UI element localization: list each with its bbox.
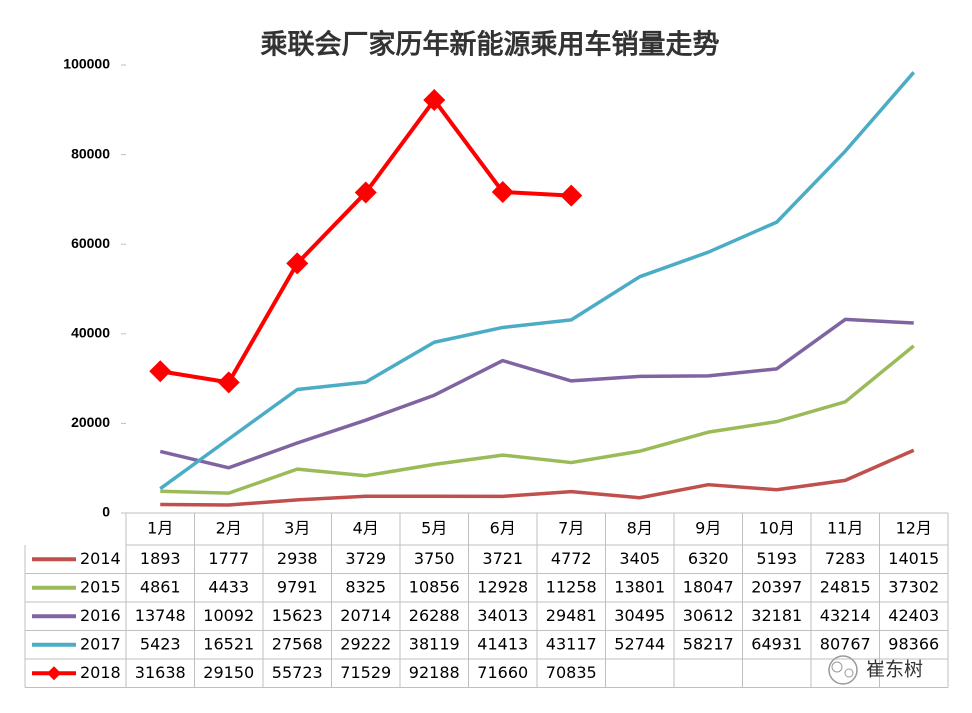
x-tick-label: 4月	[353, 519, 379, 538]
table-value: 5193	[756, 549, 797, 568]
x-tick-label: 8月	[627, 519, 653, 538]
series-line	[159, 97, 572, 385]
series-line	[160, 344, 915, 495]
table-value: 14015	[888, 549, 939, 568]
table-value: 58217	[683, 634, 734, 653]
series-line	[159, 71, 916, 491]
table-value: 9791	[277, 577, 318, 596]
table-value: 70835	[546, 663, 597, 682]
table-value: 52744	[614, 634, 665, 653]
marker	[149, 360, 172, 383]
table-value: 30495	[614, 606, 665, 625]
table-value: 3721	[482, 549, 523, 568]
x-tick-label: 6月	[490, 519, 516, 538]
table-value: 34013	[477, 606, 528, 625]
chart-title: 乘联会厂家历年新能源乘用车销量走势	[260, 29, 720, 61]
table-value: 20397	[751, 577, 802, 596]
x-tick-label: 1月	[147, 519, 173, 538]
x-tick-label: 2月	[216, 519, 242, 538]
table-value: 15623	[272, 606, 323, 625]
x-tick-label: 9月	[695, 519, 721, 538]
table-value: 4861	[140, 577, 181, 596]
table-value: 2938	[277, 549, 318, 568]
table-value: 10856	[409, 577, 460, 596]
table-value: 1893	[140, 549, 181, 568]
table-value: 43214	[820, 606, 871, 625]
marker	[217, 371, 240, 394]
table-value: 29150	[203, 663, 254, 682]
table-value: 18047	[683, 577, 734, 596]
marker	[423, 88, 446, 111]
legend-label: 2018	[80, 663, 121, 682]
y-tick-label: 100000	[63, 56, 110, 72]
x-tick-label: 5月	[421, 519, 447, 538]
table-value: 92188	[409, 663, 460, 682]
table-value: 29481	[546, 606, 597, 625]
legend-label: 2017	[80, 634, 121, 653]
table-value: 64931	[751, 634, 802, 653]
table-value: 4433	[208, 577, 249, 596]
x-tick-label: 10月	[759, 519, 795, 538]
table-value: 4772	[551, 549, 592, 568]
table-value: 55723	[272, 663, 323, 682]
table-value: 32181	[751, 606, 802, 625]
x-tick-label: 12月	[896, 519, 932, 538]
legend-label: 2014	[80, 549, 121, 568]
y-tick-label: 80000	[71, 145, 110, 161]
y-tick-label: 20000	[71, 414, 110, 430]
legend-label: 2016	[80, 606, 121, 625]
table-value: 12928	[477, 577, 528, 596]
marker	[491, 180, 514, 203]
series-line	[159, 317, 914, 470]
watermark-icon	[828, 655, 858, 685]
table-value: 38119	[409, 634, 460, 653]
table-value: 16521	[203, 634, 254, 653]
x-tick-label: 3月	[284, 519, 310, 538]
table-value: 1777	[208, 549, 249, 568]
table-value: 80767	[820, 634, 871, 653]
table-value: 10092	[203, 606, 254, 625]
table-value: 24815	[820, 577, 871, 596]
table-value: 8325	[345, 577, 386, 596]
table-value: 30612	[683, 606, 734, 625]
y-tick-label: 60000	[71, 235, 110, 251]
table-value: 13748	[135, 606, 186, 625]
table-value: 3405	[619, 549, 660, 568]
series-line	[160, 448, 915, 507]
table-value: 37302	[888, 577, 939, 596]
table-value: 42403	[888, 606, 939, 625]
table-value: 31638	[135, 663, 186, 682]
table-value: 13801	[614, 577, 665, 596]
legend-label: 2015	[80, 577, 121, 596]
table-value: 3750	[414, 549, 455, 568]
marker	[354, 181, 377, 204]
table-value: 11258	[546, 577, 597, 596]
table-value: 7283	[825, 549, 866, 568]
table-value: 3729	[345, 549, 386, 568]
table-value: 20714	[340, 606, 391, 625]
table-value: 71529	[340, 663, 391, 682]
x-tick-label: 7月	[558, 519, 584, 538]
watermark: 崔东树	[866, 659, 923, 681]
table-value: 29222	[340, 634, 391, 653]
table-value: 6320	[688, 549, 729, 568]
table-value: 5423	[140, 634, 181, 653]
table-value: 41413	[477, 634, 528, 653]
marker	[560, 184, 583, 207]
marker	[286, 252, 309, 275]
y-tick-label: 40000	[71, 325, 110, 341]
x-tick-label: 11月	[827, 519, 863, 538]
y-tick-label: 0	[102, 504, 110, 520]
table-value: 71660	[477, 663, 528, 682]
legend-marker	[47, 666, 61, 681]
table-value: 26288	[409, 606, 460, 625]
table-value: 27568	[272, 634, 323, 653]
table-value: 43117	[546, 634, 597, 653]
table-value: 98366	[888, 634, 939, 653]
